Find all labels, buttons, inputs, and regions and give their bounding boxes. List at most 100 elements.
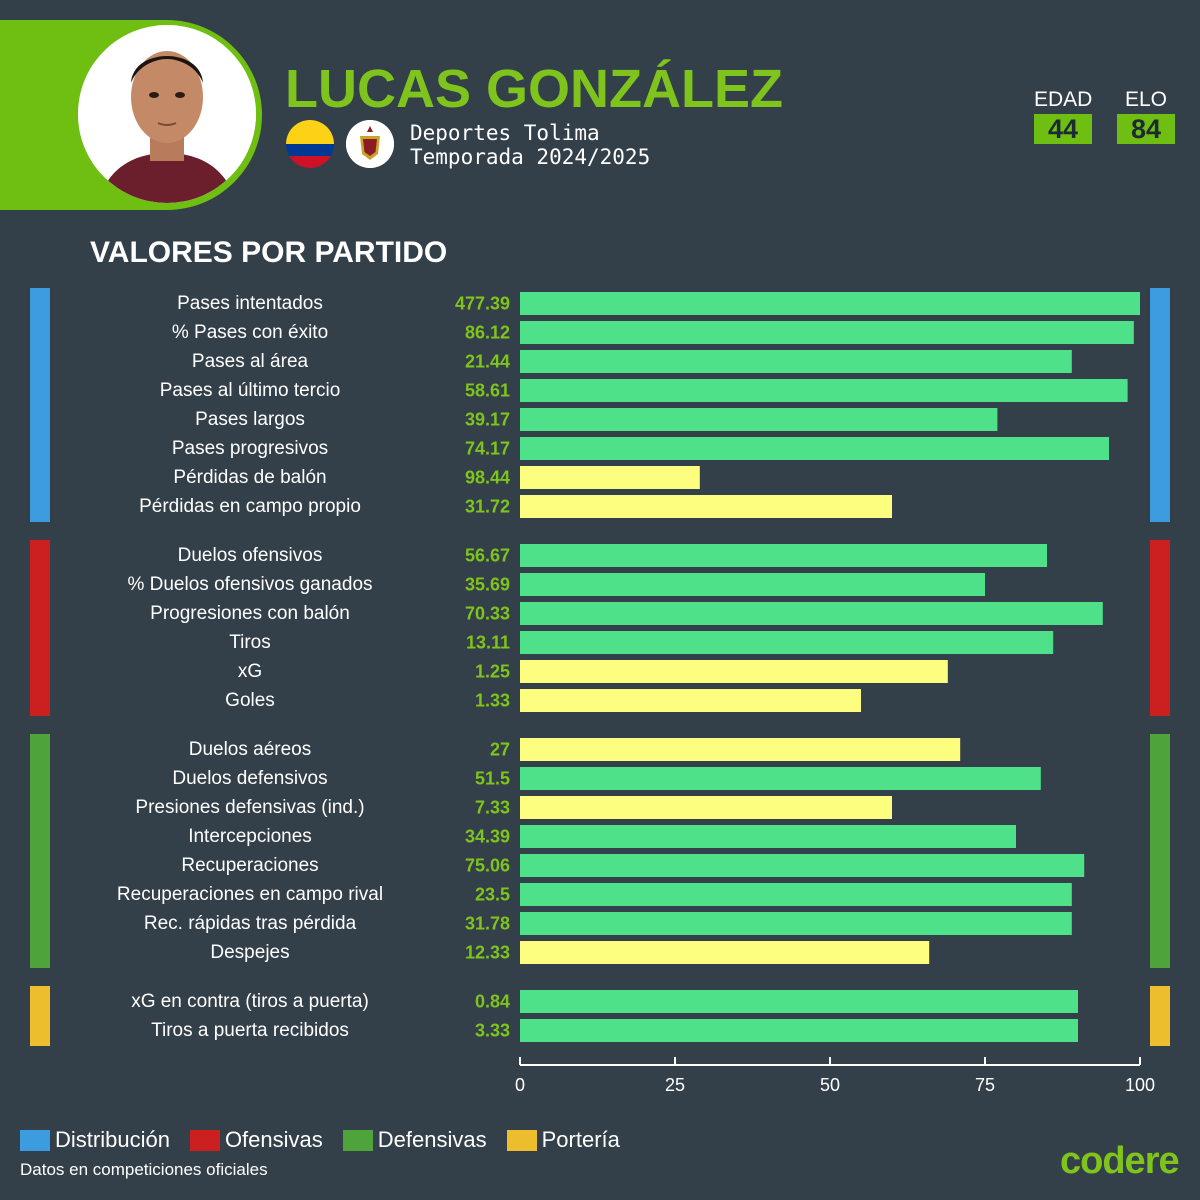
row-value: 0.84 xyxy=(475,992,510,1012)
row-value: 34.39 xyxy=(465,827,510,847)
legend-item-porteria: Portería xyxy=(506,1127,620,1153)
legend-label: Defensivas xyxy=(377,1127,487,1152)
legend-swatch-distribucion xyxy=(20,1129,50,1151)
legend-swatch-porteria xyxy=(506,1129,537,1151)
row-label: Pases al área xyxy=(192,351,309,372)
bar xyxy=(520,495,892,518)
bar xyxy=(520,990,1078,1013)
bar xyxy=(520,350,1072,373)
row-value: 1.25 xyxy=(475,662,510,682)
row-label: % Duelos ofensivos ganados xyxy=(127,574,372,595)
bar xyxy=(520,573,985,596)
group-indicator-right xyxy=(1150,540,1170,716)
age-stat: EDAD 44 xyxy=(1034,88,1092,144)
elo-stat: ELO 84 xyxy=(1117,88,1175,144)
age-label: EDAD xyxy=(1034,88,1093,111)
bar xyxy=(520,321,1134,344)
row-label: Pases intentados xyxy=(177,293,323,314)
legend-item-ofensivas: Ofensivas xyxy=(189,1127,323,1153)
group-indicator-left xyxy=(30,540,50,716)
group-indicator-right xyxy=(1150,734,1170,968)
team-name: Deportes Tolima xyxy=(410,121,600,145)
row-label: Duelos defensivos xyxy=(172,768,327,789)
row-value: 58.61 xyxy=(465,381,510,401)
row-label: Despejes xyxy=(210,942,289,963)
bar xyxy=(520,660,948,683)
legend-item-defensivas: Defensivas xyxy=(342,1127,487,1153)
row-value: 3.33 xyxy=(475,1021,510,1041)
row-value: 51.5 xyxy=(475,769,510,789)
row-label: Goles xyxy=(225,690,275,711)
bar xyxy=(520,738,961,761)
row-value: 31.78 xyxy=(465,914,510,934)
row-value: 13.11 xyxy=(466,633,510,653)
row-label: Pases al último tercio xyxy=(160,380,341,401)
season-label: Temporada 2024/2025 xyxy=(410,145,651,169)
legend-label: Distribución xyxy=(55,1127,170,1152)
row-label: Pases largos xyxy=(195,409,305,430)
group-indicator-left xyxy=(30,734,50,968)
row-value: 74.17 xyxy=(465,439,510,459)
row-label: xG en contra (tiros a puerta) xyxy=(131,991,369,1012)
row-label: Progresiones con balón xyxy=(150,603,350,624)
legend-label: Ofensivas xyxy=(224,1127,323,1152)
row-label: Tiros xyxy=(229,632,271,653)
bar xyxy=(520,825,1016,848)
bar xyxy=(520,544,1047,567)
bar xyxy=(520,689,861,712)
section-title: VALORES POR PARTIDO xyxy=(90,236,448,269)
bar xyxy=(520,631,1054,654)
legend-swatch-ofensivas xyxy=(189,1129,220,1151)
elo-value: 84 xyxy=(1117,114,1175,144)
bar xyxy=(520,379,1128,402)
row-label: Rec. rápidas tras pérdida xyxy=(144,913,357,934)
group-indicator-left xyxy=(30,986,50,1046)
bar xyxy=(520,466,700,489)
row-label: Duelos aéreos xyxy=(189,739,312,760)
bar xyxy=(520,602,1103,625)
age-value: 44 xyxy=(1034,114,1092,144)
bar xyxy=(520,767,1041,790)
row-value: 86.12 xyxy=(465,323,510,343)
group-indicator-left xyxy=(30,288,50,522)
row-label: Recuperaciones en campo rival xyxy=(117,884,383,905)
bar xyxy=(520,912,1072,935)
bar xyxy=(520,883,1072,906)
row-value: 7.33 xyxy=(475,798,510,818)
x-tick-label: 25 xyxy=(665,1075,685,1095)
row-label: Recuperaciones xyxy=(181,855,318,876)
row-label: xG xyxy=(238,661,262,682)
x-tick-label: 50 xyxy=(820,1075,840,1095)
row-value: 477.39 xyxy=(455,294,510,314)
bar xyxy=(520,437,1109,460)
row-label: Pases progresivos xyxy=(172,438,328,459)
player-name: LUCAS GONZÁLEZ xyxy=(285,59,783,119)
row-label: Duelos ofensivos xyxy=(178,545,323,566)
row-value: 12.33 xyxy=(465,943,510,963)
row-value: 70.33 xyxy=(465,604,510,624)
group-indicator-right xyxy=(1150,288,1170,522)
legend-swatch-defensivas xyxy=(342,1129,373,1151)
codere-logo: codere xyxy=(1060,1140,1180,1182)
x-tick-label: 100 xyxy=(1125,1075,1155,1095)
row-value: 39.17 xyxy=(465,410,510,430)
bar xyxy=(520,854,1085,877)
bar xyxy=(520,796,892,819)
row-value: 1.33 xyxy=(475,691,510,711)
x-tick-label: 75 xyxy=(975,1075,995,1095)
row-value: 31.72 xyxy=(465,497,510,517)
elo-label: ELO xyxy=(1124,88,1168,111)
percentile-bar-chart: Pases intentados 477.39 % Pases con éxito 8… xyxy=(30,288,1170,1095)
legend: Distribución Ofensivas Defensivas Porter… xyxy=(20,1127,640,1153)
x-tick-label: 0 xyxy=(515,1075,525,1095)
player-photo xyxy=(78,25,256,203)
legend-item-distribucion: Distribución xyxy=(20,1127,170,1153)
deportes-tolima-crest-icon xyxy=(346,120,394,168)
row-label: Presiones defensivas (ind.) xyxy=(135,797,364,818)
row-label: Tiros a puerta recibidos xyxy=(151,1020,349,1041)
row-value: 27 xyxy=(490,740,510,760)
row-value: 21.44 xyxy=(465,352,510,372)
row-value: 23.5 xyxy=(475,885,510,905)
bar xyxy=(520,408,998,431)
row-value: 75.06 xyxy=(465,856,510,876)
